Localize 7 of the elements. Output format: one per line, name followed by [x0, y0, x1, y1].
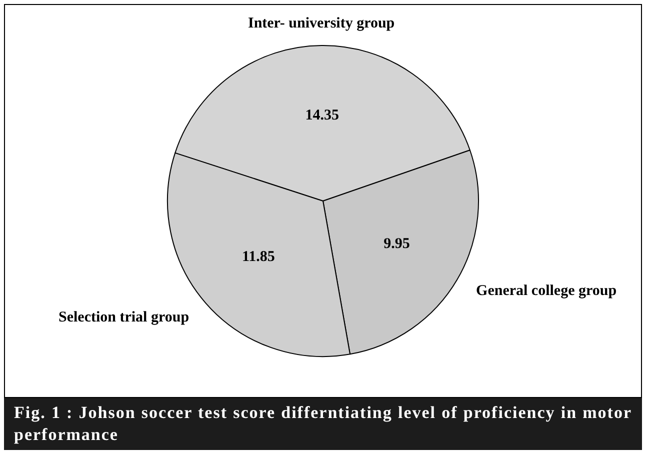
data-label: 9.95	[384, 236, 410, 252]
data-label: 14.35	[305, 107, 340, 124]
data-label: 11.85	[242, 248, 275, 265]
slice-label: Inter- university group	[248, 15, 395, 32]
slice-label: Selection trial group	[58, 309, 190, 326]
text: Fig. 1 : Johson soccer test score differntiating level of proficiency in motor performance	[4, 398, 642, 450]
slice-label: General college group	[476, 282, 617, 299]
